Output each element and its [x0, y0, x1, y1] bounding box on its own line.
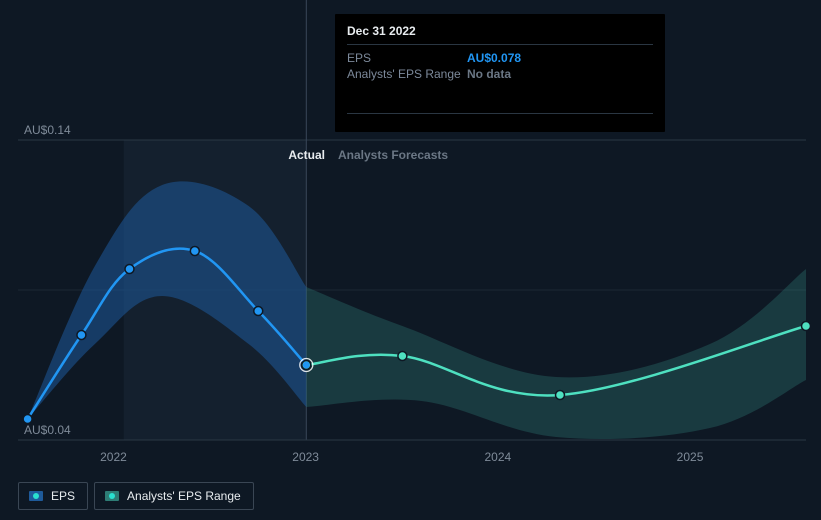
tooltip-divider-bottom: [347, 113, 653, 114]
x-axis-tick: 2022: [100, 450, 127, 464]
legend-swatch: [29, 491, 43, 501]
tooltip-rows: EPSAU$0.078Analysts' EPS RangeNo data: [347, 51, 653, 81]
x-axis-tick: 2024: [484, 450, 511, 464]
tooltip-row-label: EPS: [347, 51, 467, 65]
chart-tooltip: Dec 31 2022 EPSAU$0.078Analysts' EPS Ran…: [335, 14, 665, 132]
tooltip-spacer: [347, 83, 653, 111]
tooltip-row: Analysts' EPS RangeNo data: [347, 67, 653, 81]
y-axis-label-lower: AU$0.04: [24, 423, 71, 437]
tooltip-row-value: AU$0.078: [467, 51, 521, 65]
x-axis-tick: 2025: [677, 450, 704, 464]
legend-label: Analysts' EPS Range: [127, 489, 241, 503]
tooltip-row-label: Analysts' EPS Range: [347, 67, 467, 81]
legend-item[interactable]: EPS: [18, 482, 88, 510]
x-axis-tick: 2023: [292, 450, 319, 464]
region-label-actual: Actual: [288, 148, 325, 162]
legend-label: EPS: [51, 489, 75, 503]
legend-item[interactable]: Analysts' EPS Range: [94, 482, 254, 510]
region-label-forecast: Analysts Forecasts: [338, 148, 448, 162]
y-axis-label-upper: AU$0.14: [24, 123, 71, 137]
chart-legend: EPS Analysts' EPS Range: [18, 482, 254, 510]
legend-swatch: [105, 491, 119, 501]
eps-chart-container: { "chart": { "type": "line", "width": 82…: [0, 0, 821, 520]
tooltip-divider: [347, 44, 653, 45]
tooltip-row-value: No data: [467, 67, 511, 81]
tooltip-row: EPSAU$0.078: [347, 51, 653, 65]
tooltip-date: Dec 31 2022: [347, 24, 653, 38]
